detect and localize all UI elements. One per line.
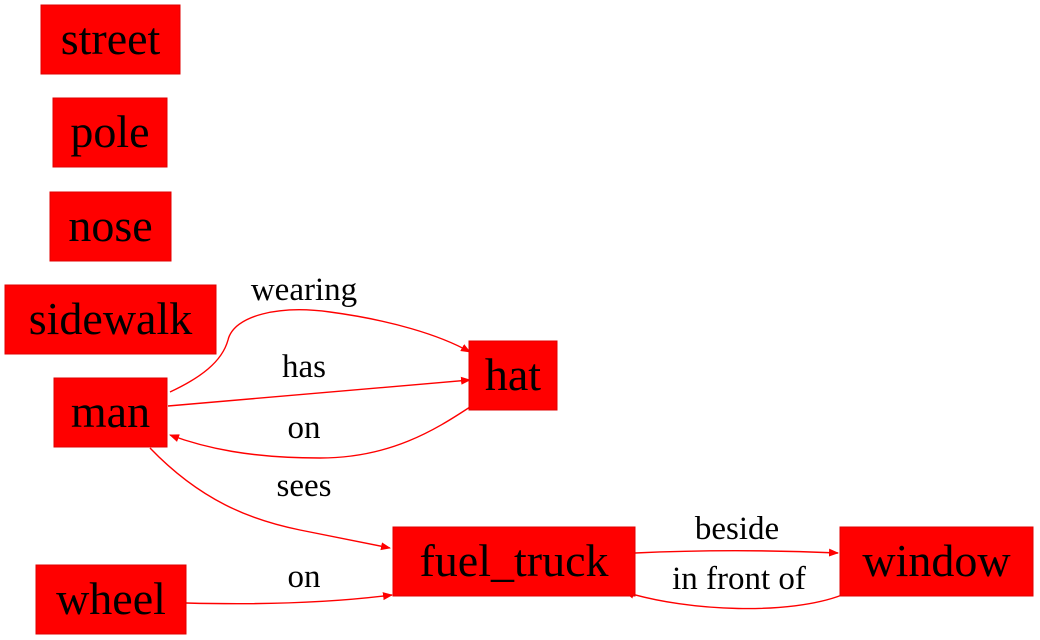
edge-label-has: has	[282, 349, 326, 385]
node-box	[49, 191, 172, 262]
node-box	[839, 526, 1034, 597]
node-box	[53, 377, 168, 448]
node-box	[392, 526, 636, 597]
edge-line	[169, 406, 471, 459]
edge-label-sees: sees	[277, 468, 332, 504]
edge-line	[624, 590, 843, 610]
edge-line	[634, 548, 839, 557]
edge-label-on: on	[288, 559, 321, 595]
node-label: nose	[68, 200, 152, 251]
node-sidewalk: sidewalk	[4, 284, 217, 355]
edge-man-wearing-hat: wearing	[169, 272, 471, 393]
nodes: street pole nose sidewalk man hat fuel_t…	[4, 4, 1034, 635]
edge-label-on: on	[288, 410, 321, 446]
edge-man-sees-fuel-truck: sees	[149, 447, 391, 551]
edge-fuel-truck-beside-window: beside	[634, 511, 839, 557]
node-hat: hat	[468, 340, 558, 411]
node-label: sidewalk	[29, 293, 193, 344]
node-label: hat	[485, 349, 541, 400]
node-label: pole	[70, 106, 149, 157]
node-label: man	[71, 386, 150, 437]
edge-label-wearing: wearing	[251, 272, 357, 308]
node-fuel-truck: fuel_truck	[392, 526, 636, 597]
edge-line	[149, 447, 391, 551]
node-nose: nose	[49, 191, 172, 262]
node-box	[35, 564, 187, 635]
node-box	[4, 284, 217, 355]
edge-wheel-on-fuel-truck: on	[185, 559, 393, 605]
edge-label-beside: beside	[695, 511, 779, 547]
node-label: window	[862, 535, 1011, 586]
edge-man-has-hat: has	[167, 349, 471, 407]
edge-hat-on-man: on	[169, 406, 471, 459]
node-window: window	[839, 526, 1034, 597]
node-man: man	[53, 377, 168, 448]
node-box	[468, 340, 558, 411]
node-label: fuel_truck	[419, 535, 608, 586]
edge-line	[167, 376, 471, 407]
edge-window-in-front-of-fuel-truck: in front of	[624, 561, 843, 610]
edge-line	[169, 309, 471, 393]
edge-label-in-front-of: in front of	[672, 561, 806, 597]
node-street: street	[40, 4, 181, 75]
node-pole: pole	[52, 97, 168, 168]
node-box	[52, 97, 168, 168]
edge-line	[185, 592, 393, 605]
node-label: street	[61, 13, 161, 64]
edges: wearing has on sees on beside in front o…	[149, 272, 843, 610]
node-wheel: wheel	[35, 564, 187, 635]
node-label: wheel	[56, 573, 166, 624]
node-box	[40, 4, 181, 75]
